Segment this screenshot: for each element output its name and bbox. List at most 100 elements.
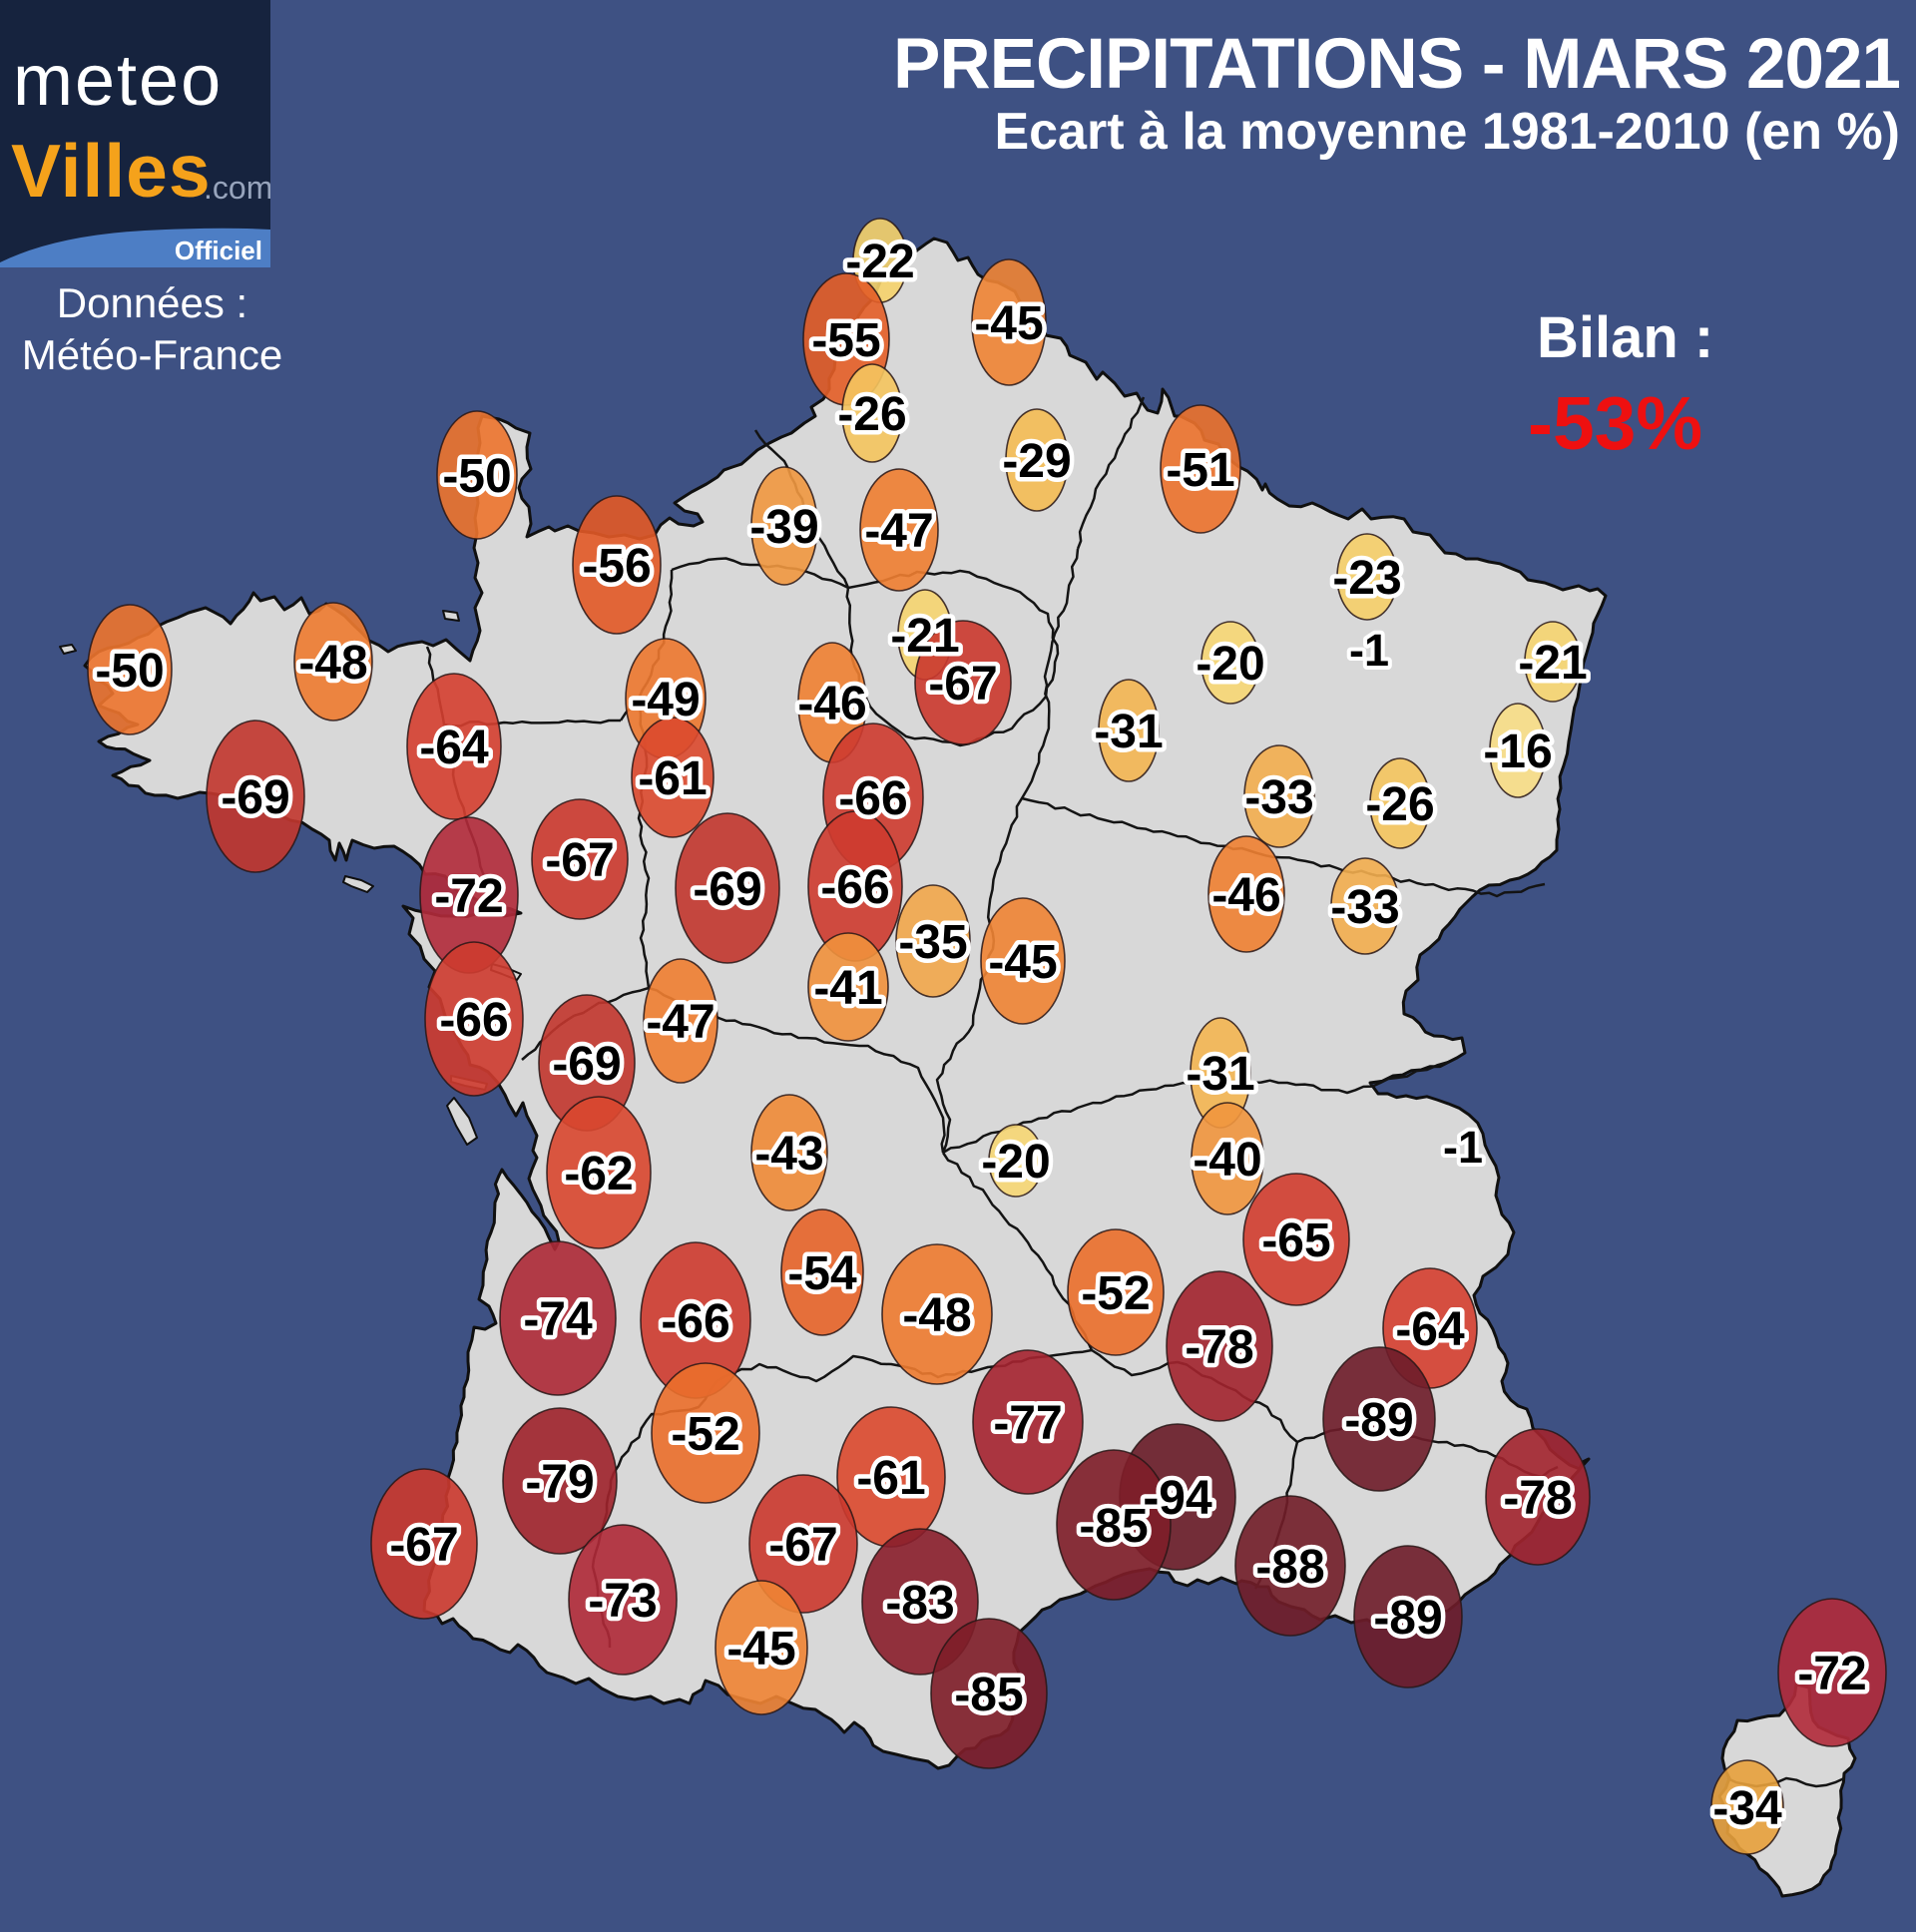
station-bubble [499,1240,617,1396]
station-value: -78 [1503,1472,1572,1525]
station-value: -33 [1244,771,1313,824]
region-border [1076,396,1146,550]
station-bubble [1369,757,1431,849]
logo-swoosh [0,228,270,267]
station-bubble [370,1468,478,1620]
station-bubble [881,1243,993,1385]
station-value: -43 [754,1128,823,1181]
station-labels-group: -22-55 -45-26-29 -51-50-39 -47-56 -23-21-20-… [91,232,1871,1840]
stations-group [87,218,1887,1855]
station-value: -89 [1344,1394,1413,1447]
station-bubble [568,1524,678,1676]
station-value: -48 [298,637,367,690]
station-value: -77 [993,1397,1062,1450]
station-value: -40 [1193,1134,1261,1187]
station-value: -73 [588,1575,657,1628]
station-bubble [1191,1102,1264,1215]
station-value: -61 [856,1452,925,1505]
region-border [671,557,849,590]
station-value: -26 [1365,778,1434,831]
station-value: -20 [981,1136,1050,1189]
bilan-value: -53% [1528,381,1703,465]
station-value: -51 [1166,444,1234,497]
station-value: -29 [1002,435,1071,488]
station-value: -45 [974,297,1043,350]
station-value: -67 [768,1519,837,1572]
station-bubble [988,1124,1044,1198]
island [59,644,77,655]
logo-com-text: .com [204,170,270,206]
station-value: -54 [787,1247,857,1300]
station-value: -33 [1330,881,1399,934]
station-value: -66 [820,861,889,914]
station-value: -94 [1143,1472,1212,1525]
station-bubble [971,258,1047,386]
station-bubble [293,602,373,722]
station-bubble [436,410,518,540]
station-value: -64 [419,722,489,774]
station-value: -31 [1186,1048,1254,1101]
island [442,610,460,622]
station-bubble [1234,1495,1346,1637]
station-value: -72 [434,870,503,923]
plain-value-label: -1 [1443,1122,1483,1173]
station-bubble [1166,1270,1273,1422]
station-value: -67 [389,1519,458,1572]
station-value: -83 [885,1577,954,1630]
logo-meteo-text: meteo [13,41,224,121]
station-value: -66 [439,994,508,1047]
station-value: -47 [646,996,715,1049]
station-value: -67 [928,658,997,711]
station-bubble [1243,744,1315,848]
station-bubble [715,1580,808,1715]
station-bubble [1330,857,1400,955]
station-bubble [424,941,524,1097]
station-bubble [502,1407,618,1555]
station-bubble [1005,408,1069,512]
station-bubble [914,620,1012,745]
station-bubble [930,1618,1048,1769]
station-bubble [1489,703,1547,798]
station-value: -62 [564,1148,633,1201]
station-value: -31 [1094,706,1163,758]
logo-villes-text: Villes [11,129,212,213]
station-bubble [980,897,1066,1025]
station-value: -46 [1211,869,1280,922]
station-bubble [1207,835,1285,953]
station-value: -88 [1255,1541,1324,1594]
station-bubble [750,466,818,586]
station-value: -69 [221,771,289,824]
station-value: -55 [811,314,880,367]
station-bubble [859,468,939,592]
station-value: -45 [988,936,1057,989]
station-bubble [1322,1346,1436,1492]
station-bubble [1242,1173,1350,1306]
station-value: -85 [1079,1500,1148,1553]
station-bubble [1200,621,1260,705]
station-bubble [972,1349,1084,1495]
station-value: -52 [1081,1267,1150,1320]
station-value: -61 [638,752,707,805]
station-bubble [87,604,173,735]
region-border [935,548,1080,1154]
station-bubble [1067,1228,1165,1356]
station-bubble [841,363,903,463]
region-border [942,1060,1450,1155]
station-bubble [651,1362,760,1504]
station-bubble [780,1208,864,1336]
station-bubble [675,812,780,964]
station-bubble [643,958,718,1084]
station-value: -52 [671,1408,739,1461]
station-value: -47 [864,505,933,558]
station-value: -74 [523,1293,593,1346]
station-bubble [748,1474,858,1614]
station-value: -22 [845,236,914,288]
station-value: -49 [631,674,700,726]
data-source: Données : Météo-France [0,277,304,381]
station-bubble [1777,1598,1887,1747]
station-value: -56 [582,540,651,593]
station-bubble [631,717,715,838]
station-value: -35 [898,916,967,969]
station-bubble [1710,1759,1784,1855]
